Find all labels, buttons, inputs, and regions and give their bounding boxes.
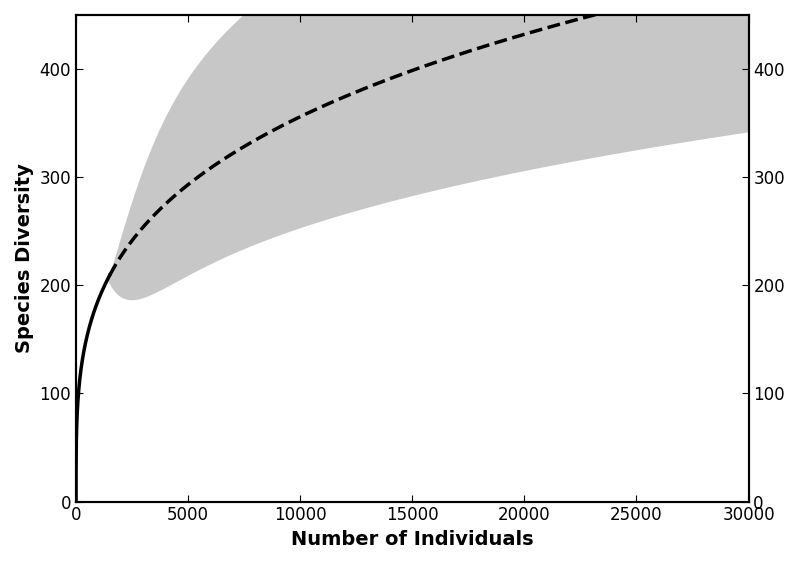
X-axis label: Number of Individuals: Number of Individuals xyxy=(291,530,534,549)
Y-axis label: Species Diversity: Species Diversity xyxy=(15,164,34,353)
